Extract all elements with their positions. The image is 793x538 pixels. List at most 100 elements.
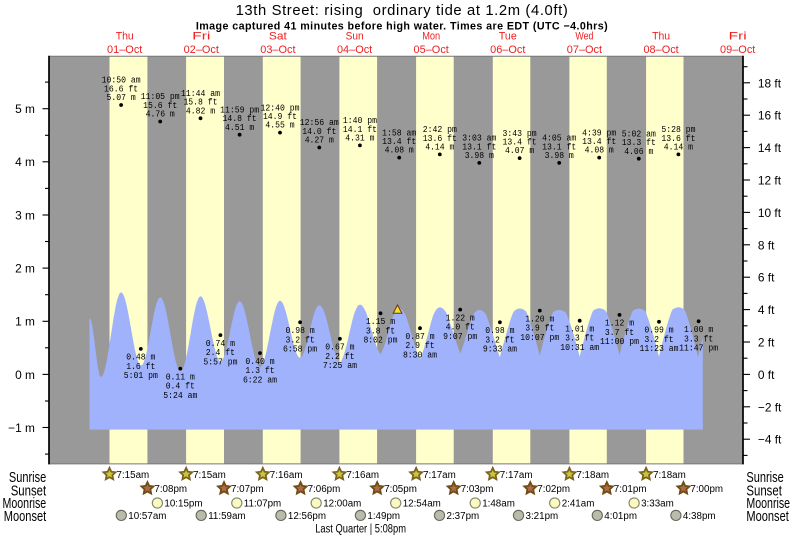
svg-text:5 m: 5 m	[15, 102, 35, 116]
svg-text:11:00 pm: 11:00 pm	[600, 337, 639, 347]
svg-text:Fri: Fri	[729, 31, 747, 43]
svg-text:2 m: 2 m	[15, 262, 35, 276]
svg-text:11:59am: 11:59am	[208, 511, 245, 522]
svg-text:2:37pm: 2:37pm	[447, 511, 480, 522]
svg-text:0.98 m: 0.98 m	[286, 326, 315, 336]
svg-text:Sunset: Sunset	[11, 483, 47, 499]
svg-text:2.4 ft: 2.4 ft	[206, 348, 235, 358]
svg-text:7:15am: 7:15am	[117, 470, 150, 481]
svg-text:7:06pm: 7:06pm	[308, 484, 341, 495]
svg-text:6:58 pm: 6:58 pm	[283, 345, 317, 355]
svg-text:Sunrise: Sunrise	[746, 470, 783, 486]
svg-text:0.67 m: 0.67 m	[325, 343, 354, 353]
svg-text:14 ft: 14 ft	[758, 141, 782, 155]
svg-text:0 ft: 0 ft	[758, 368, 775, 382]
svg-text:5.07 m: 5.07 m	[107, 93, 136, 103]
svg-text:11:23 am: 11:23 am	[640, 344, 679, 354]
svg-text:1:49pm: 1:49pm	[367, 511, 400, 522]
svg-text:3:03 am: 3:03 am	[462, 134, 496, 144]
svg-text:11:44 am: 11:44 am	[181, 89, 220, 99]
svg-text:−2 ft: −2 ft	[758, 400, 782, 414]
svg-text:16.6 ft: 16.6 ft	[104, 84, 138, 94]
svg-text:7:08pm: 7:08pm	[154, 484, 187, 495]
svg-text:3:21pm: 3:21pm	[526, 511, 559, 522]
svg-text:13.1 ft: 13.1 ft	[542, 142, 576, 152]
svg-text:Sunrise: Sunrise	[9, 470, 46, 486]
svg-text:0.87 m: 0.87 m	[405, 332, 434, 342]
svg-text:−1 m: −1 m	[8, 421, 35, 435]
svg-text:1:48am: 1:48am	[482, 499, 515, 510]
svg-text:4.51 m: 4.51 m	[225, 123, 254, 133]
svg-text:13.4 ft: 13.4 ft	[503, 138, 537, 148]
svg-text:Moonset: Moonset	[4, 509, 46, 525]
svg-text:10:57am: 10:57am	[128, 511, 166, 522]
svg-text:13.6 ft: 13.6 ft	[423, 134, 457, 144]
svg-text:2 ft: 2 ft	[758, 336, 775, 350]
svg-text:12:00am: 12:00am	[323, 499, 361, 510]
svg-text:3.8 ft: 3.8 ft	[366, 326, 395, 336]
svg-text:4.14 m: 4.14 m	[664, 143, 693, 153]
svg-text:12:40 pm: 12:40 pm	[261, 103, 300, 113]
svg-text:3.3 ft: 3.3 ft	[565, 334, 594, 344]
svg-text:5:57 pm: 5:57 pm	[203, 357, 237, 367]
svg-text:13.3 ft: 13.3 ft	[622, 138, 656, 148]
svg-text:13.1 ft: 13.1 ft	[462, 142, 496, 152]
svg-text:1 m: 1 m	[15, 315, 35, 329]
svg-text:15.6 ft: 15.6 ft	[143, 101, 177, 111]
svg-text:7:02pm: 7:02pm	[537, 484, 570, 495]
svg-text:1.00 m: 1.00 m	[684, 325, 713, 335]
svg-text:7:18am: 7:18am	[576, 470, 609, 481]
svg-text:Moonrise: Moonrise	[746, 496, 790, 512]
svg-text:14.9 ft: 14.9 ft	[263, 112, 297, 122]
svg-text:13.4 ft: 13.4 ft	[582, 137, 616, 147]
svg-text:Last Quarter | 5:08pm: Last Quarter | 5:08pm	[315, 523, 406, 535]
svg-text:Tue: Tue	[499, 31, 517, 43]
svg-text:10 ft: 10 ft	[758, 206, 782, 220]
svg-text:7:18am: 7:18am	[653, 470, 686, 481]
svg-text:0.48 m: 0.48 m	[126, 353, 155, 363]
svg-text:1:58 am: 1:58 am	[382, 128, 416, 138]
svg-text:7:01pm: 7:01pm	[614, 484, 647, 495]
svg-text:11:47 pm: 11:47 pm	[679, 344, 718, 354]
svg-text:11:07pm: 11:07pm	[244, 499, 281, 510]
svg-text:Mon: Mon	[422, 31, 440, 43]
svg-text:10:07 pm: 10:07 pm	[520, 333, 559, 343]
svg-text:7:16am: 7:16am	[346, 470, 379, 481]
svg-text:2:42 pm: 2:42 pm	[423, 125, 457, 135]
svg-text:13th Street: rising ordinary: 13th Street: rising ordinary tide at 1.2…	[236, 3, 569, 19]
svg-text:4.07 m: 4.07 m	[505, 146, 534, 156]
svg-text:12:54am: 12:54am	[403, 499, 441, 510]
svg-text:10:50 am: 10:50 am	[102, 76, 141, 86]
svg-text:04–Oct: 04–Oct	[337, 44, 372, 56]
svg-text:Wed: Wed	[575, 31, 593, 43]
svg-text:Moonrise: Moonrise	[3, 496, 47, 512]
svg-text:7:05pm: 7:05pm	[384, 484, 417, 495]
svg-text:11:59 pm: 11:59 pm	[220, 105, 259, 115]
svg-text:3.2 ft: 3.2 ft	[644, 335, 673, 345]
svg-text:12:56 am: 12:56 am	[300, 118, 339, 128]
svg-text:03–Oct: 03–Oct	[260, 44, 295, 56]
svg-text:4:01pm: 4:01pm	[604, 511, 637, 522]
svg-text:10:15pm: 10:15pm	[164, 499, 202, 510]
svg-text:7:15am: 7:15am	[193, 470, 226, 481]
svg-text:Image captured 41 minutes befo: Image captured 41 minutes before high wa…	[196, 21, 608, 33]
svg-text:7:07pm: 7:07pm	[231, 484, 264, 495]
svg-text:Sunset: Sunset	[746, 483, 782, 499]
svg-text:8:30 am: 8:30 am	[403, 350, 437, 360]
svg-text:13.6 ft: 13.6 ft	[661, 134, 695, 144]
svg-text:16 ft: 16 ft	[758, 109, 782, 123]
svg-text:3:43 pm: 3:43 pm	[503, 129, 537, 139]
svg-text:4.76 m: 4.76 m	[146, 110, 175, 120]
svg-text:2:41am: 2:41am	[562, 499, 595, 510]
svg-text:08–Oct: 08–Oct	[643, 44, 678, 56]
svg-text:3.9 ft: 3.9 ft	[525, 324, 554, 334]
svg-text:0.99 m: 0.99 m	[644, 326, 673, 336]
svg-text:06–Oct: 06–Oct	[490, 44, 525, 56]
svg-text:3.98 m: 3.98 m	[465, 151, 494, 161]
svg-text:4.08 m: 4.08 m	[385, 146, 414, 156]
svg-text:Sun: Sun	[346, 31, 364, 43]
svg-text:13.4 ft: 13.4 ft	[382, 137, 416, 147]
svg-text:0.74 m: 0.74 m	[206, 339, 235, 349]
svg-text:0.98 m: 0.98 m	[485, 326, 514, 336]
svg-text:1.12 m: 1.12 m	[605, 319, 634, 329]
